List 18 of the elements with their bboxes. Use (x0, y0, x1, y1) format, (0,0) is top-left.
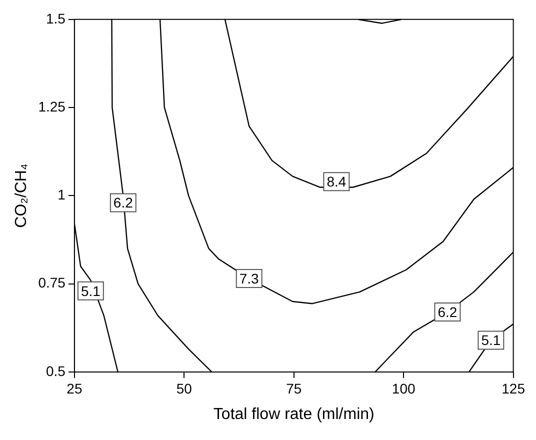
x-tick-label: 25 (66, 380, 82, 396)
x-axis-title: Total flow rate (ml/min) (213, 406, 374, 423)
annotation: 6.2 (113, 194, 134, 211)
annotation: 5.1 (481, 332, 501, 348)
annotation: 6.2 (438, 304, 458, 320)
annotation: 8.4 (326, 173, 346, 190)
x-tick-label: 75 (286, 380, 302, 396)
y-tick-label: 1 (58, 186, 66, 203)
x-tick-label: 125 (502, 380, 526, 396)
y-tick-label: 1.5 (46, 10, 66, 26)
y-axis-title: CO₂/CH₄ (13, 164, 30, 228)
x-tick-label: 100 (392, 380, 416, 396)
annotation: 5.1 (80, 282, 101, 299)
annotation: 7.3 (239, 270, 260, 286)
y-tick-label: 0.5 (46, 362, 66, 379)
y-tick-label: 1.25 (38, 98, 66, 114)
y-tick-label: 0.75 (38, 274, 66, 291)
x-tick-label: 50 (176, 380, 192, 396)
